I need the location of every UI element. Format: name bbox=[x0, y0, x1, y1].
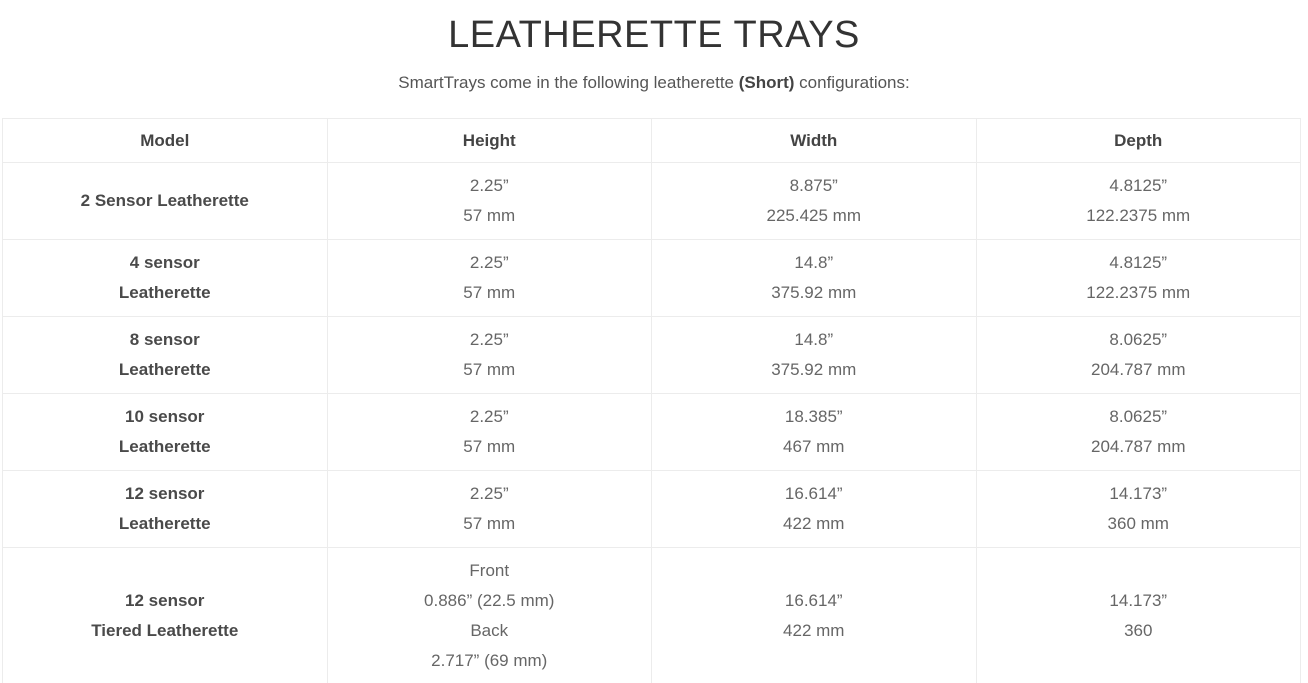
cell-line: 12 sensor bbox=[125, 591, 205, 610]
table-row: 12 sensor Tiered Leatherette Front 0.886” (… bbox=[2, 547, 1301, 683]
depth-cell: 14.173” 360 bbox=[975, 547, 1301, 683]
header-row: Model Height Width Depth bbox=[2, 118, 1301, 163]
cell-line: 122.2375 mm bbox=[1086, 206, 1191, 225]
cell-line: 57 mm bbox=[463, 360, 516, 379]
cell-line: 0.886” (22.5 mm) bbox=[424, 591, 555, 610]
page-subtitle: SmartTrays come in the following leather… bbox=[0, 71, 1308, 95]
cell-line: 10 sensor bbox=[125, 407, 205, 426]
cell-line: 14.173” bbox=[1109, 591, 1168, 610]
width-cell: 8.875” 225.425 mm bbox=[651, 162, 977, 240]
model-cell: 4 sensor Leatherette bbox=[2, 239, 328, 317]
cell-line: 225.425 mm bbox=[766, 206, 862, 225]
cell-line: 375.92 mm bbox=[771, 360, 857, 379]
width-cell: 18.385” 467 mm bbox=[651, 393, 977, 471]
page-title: LEATHERETTE TRAYS bbox=[448, 14, 860, 56]
cell-line: 204.787 mm bbox=[1091, 437, 1186, 456]
cell-line: 14.8” bbox=[794, 253, 834, 272]
cell-line: 4.8125” bbox=[1109, 253, 1168, 272]
height-cell: 2.25” 57 mm bbox=[326, 162, 652, 240]
specs-table-header: Model Height Width Depth bbox=[2, 118, 1301, 163]
model-cell: 2 Sensor Leatherette bbox=[2, 162, 328, 240]
cell-line: 4.8125” bbox=[1109, 176, 1168, 195]
width-cell: 14.8” 375.92 mm bbox=[651, 239, 977, 317]
table-row: 10 sensor Leatherette 2.25” 57 mm 18.385” 467… bbox=[2, 393, 1301, 471]
cell-line: 57 mm bbox=[463, 437, 516, 456]
model-cell: 8 sensor Leatherette bbox=[2, 316, 328, 394]
cell-line: 57 mm bbox=[463, 206, 516, 225]
cell-line: Leatherette bbox=[118, 514, 211, 533]
model-cell: 12 sensor Leatherette bbox=[2, 470, 328, 548]
cell-line: 16.614” bbox=[784, 591, 843, 610]
cell-line: 14.8” bbox=[794, 330, 834, 349]
table-row: 2 Sensor Leatherette 2.25” 57 mm 8.875” 225.… bbox=[2, 162, 1301, 240]
depth-cell: 8.0625” 204.787 mm bbox=[975, 393, 1301, 471]
depth-cell: 4.8125” 122.2375 mm bbox=[975, 239, 1301, 317]
column-header-width: Width bbox=[651, 118, 977, 163]
table-row: 12 sensor Leatherette 2.25” 57 mm 16.614” 422… bbox=[2, 470, 1301, 548]
cell-line: 422 mm bbox=[783, 514, 845, 533]
subtitle-suffix: configurations: bbox=[794, 73, 910, 92]
cell-line: Leatherette bbox=[118, 283, 211, 302]
cell-line: 204.787 mm bbox=[1091, 360, 1186, 379]
cell-line: 8.0625” bbox=[1109, 330, 1168, 349]
width-cell: 16.614” 422 mm bbox=[651, 547, 977, 683]
model-cell: 10 sensor Leatherette bbox=[2, 393, 328, 471]
cell-line: 4 sensor bbox=[129, 253, 200, 272]
specs-table: Model Height Width Depth 2 Sensor Leathe… bbox=[2, 118, 1301, 683]
cell-line: 14.173” bbox=[1109, 484, 1168, 503]
cell-line: 8.0625” bbox=[1109, 407, 1168, 426]
table-row: 4 sensor Leatherette 2.25” 57 mm 14.8” 375.92… bbox=[2, 239, 1301, 317]
depth-cell: 8.0625” 204.787 mm bbox=[975, 316, 1301, 394]
width-cell: 14.8” 375.92 mm bbox=[651, 316, 977, 394]
cell-line: 360 mm bbox=[1107, 514, 1169, 533]
height-cell: 2.25” 57 mm bbox=[326, 393, 652, 471]
specs-table-body: 2 Sensor Leatherette 2.25” 57 mm 8.875” 225.… bbox=[2, 162, 1301, 683]
depth-cell: 14.173” 360 mm bbox=[975, 470, 1301, 548]
cell-line: 2.717” (69 mm) bbox=[431, 651, 548, 670]
cell-line: Tiered Leatherette bbox=[91, 621, 239, 640]
cell-line: 8.875” bbox=[789, 176, 838, 195]
cell-line: 18.385” bbox=[784, 407, 843, 426]
cell-line: 2 Sensor Leatherette bbox=[80, 191, 249, 210]
cell-line: 2.25” bbox=[469, 330, 509, 349]
cell-line: 467 mm bbox=[783, 437, 845, 456]
subtitle-prefix: SmartTrays come in the following leather… bbox=[398, 73, 739, 92]
cell-line: 122.2375 mm bbox=[1086, 283, 1191, 302]
height-cell: Front 0.886” (22.5 mm) Back 2.717” (69 mm) bbox=[326, 547, 652, 683]
cell-line: 57 mm bbox=[463, 514, 516, 533]
cell-line: Leatherette bbox=[118, 437, 211, 456]
height-cell: 2.25” 57 mm bbox=[326, 470, 652, 548]
cell-line: Leatherette bbox=[118, 360, 211, 379]
cell-line: 2.25” bbox=[469, 484, 509, 503]
cell-line: 8 sensor bbox=[129, 330, 200, 349]
cell-line: 422 mm bbox=[783, 621, 845, 640]
model-cell: 12 sensor Tiered Leatherette bbox=[2, 547, 328, 683]
height-cell: 2.25” 57 mm bbox=[326, 316, 652, 394]
column-header-height: Height bbox=[326, 118, 652, 163]
depth-cell: 4.8125” 122.2375 mm bbox=[975, 162, 1301, 240]
height-cell: 2.25” 57 mm bbox=[326, 239, 652, 317]
cell-line: 2.25” bbox=[469, 176, 509, 195]
cell-line: 2.25” bbox=[469, 407, 509, 426]
cell-line: 12 sensor bbox=[125, 484, 205, 503]
width-cell: 16.614” 422 mm bbox=[651, 470, 977, 548]
cell-line: 375.92 mm bbox=[771, 283, 857, 302]
table-row: 8 sensor Leatherette 2.25” 57 mm 14.8” 375.92… bbox=[2, 316, 1301, 394]
subtitle-bold: (Short) bbox=[738, 73, 795, 92]
column-header-model: Model bbox=[2, 118, 328, 163]
cell-line: 2.25” bbox=[469, 253, 509, 272]
cell-line: 360 bbox=[1124, 621, 1153, 640]
cell-line: 57 mm bbox=[463, 283, 516, 302]
column-header-depth: Depth bbox=[975, 118, 1301, 163]
cell-line: 16.614” bbox=[784, 484, 843, 503]
cell-line: Back bbox=[470, 621, 509, 640]
cell-line: Front bbox=[469, 561, 510, 580]
